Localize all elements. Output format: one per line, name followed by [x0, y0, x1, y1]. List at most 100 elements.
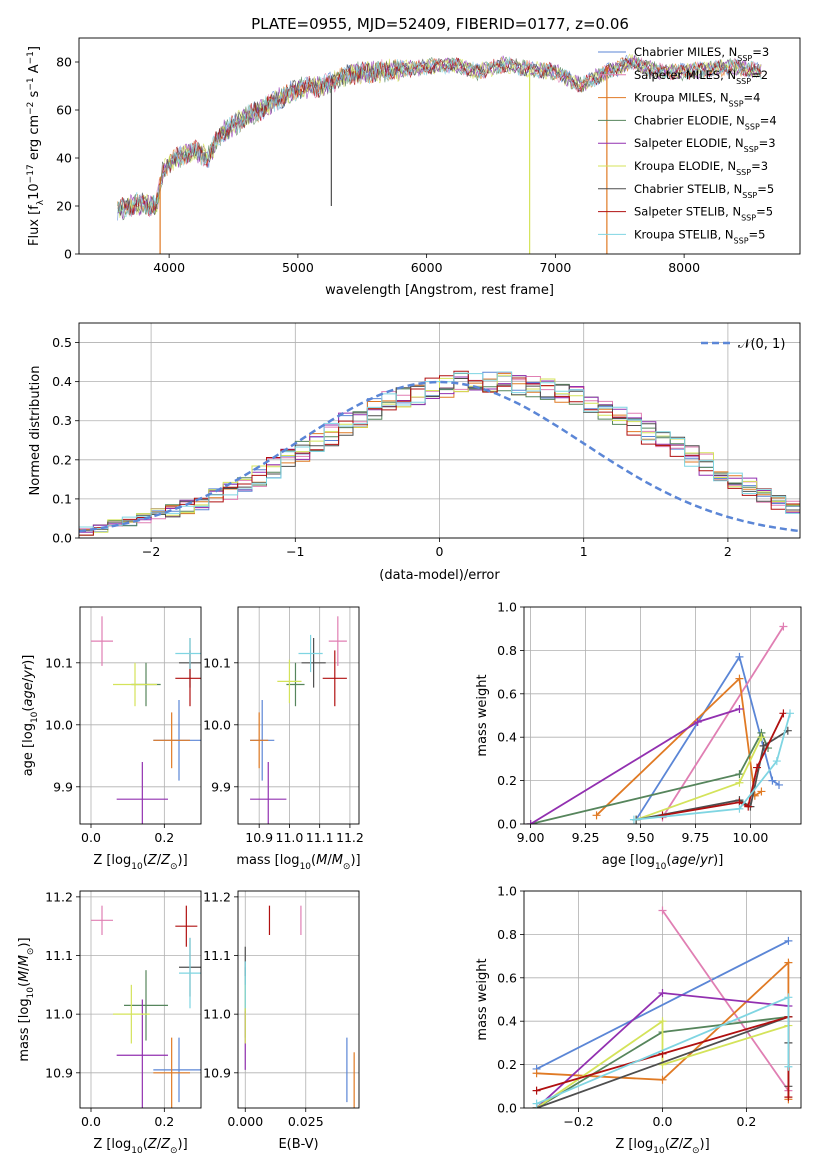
label-part: ⊙ [170, 1146, 178, 1156]
label-part: )] [17, 937, 32, 947]
legend-sub: SSP [729, 99, 744, 108]
series-marker [768, 776, 777, 785]
plot-area [250, 616, 347, 824]
legend-text: Kroupa STELIB, N [634, 227, 734, 241]
axes-frame [78, 37, 801, 255]
plot-area [91, 616, 201, 824]
y-tick-label: 10.0 [45, 717, 73, 732]
x-tick-label: 11.1 [306, 830, 334, 845]
series-marker [735, 804, 744, 813]
grid [80, 607, 201, 824]
axes-frame [523, 606, 802, 825]
age-vs-z-plot: 0.0 0.29.910.010.1Z [log10(Z/Z⊙)]age [log… [21, 606, 202, 872]
legend-label: Salpeter ELODIE, NSSP=3 [634, 136, 776, 154]
series-kroupa-stelib [532, 993, 793, 1108]
legend-text: Chabrier MILES, N [634, 45, 737, 59]
x-tick-label: 7000 [539, 260, 571, 275]
legend-label: Salpeter MILES, NSSP=2 [634, 68, 768, 86]
y-tick-label: 0.0 [497, 817, 517, 832]
legend-suffix: =2 [751, 68, 768, 82]
label-part: ( [666, 853, 671, 868]
label-part: λ [36, 199, 46, 205]
y-tick-label: 10.9 [45, 1065, 73, 1080]
label-part: ] [27, 46, 42, 51]
figure-title: PLATE=0955, MJD=52409, FIBERID=0177, z=0… [251, 15, 629, 33]
axes-frame [237, 606, 360, 825]
axes-frame [237, 890, 360, 1109]
label-part: )] [178, 853, 188, 868]
mass-weight-vs-Z-y-label: mass weight [475, 958, 490, 1040]
y-tick-label: 10.0 [203, 717, 231, 732]
x-tick-label: 9.50 [627, 830, 655, 845]
series-line [536, 940, 789, 1070]
legend-label: 𝒩(0, 1) [738, 337, 785, 352]
label-part: )] [700, 1137, 710, 1152]
x-tick-label: 0.2 [154, 1114, 174, 1129]
legend-sub: SSP [737, 54, 752, 63]
errorbar-salpeter-miles [91, 905, 113, 935]
series-marker [658, 1075, 667, 1084]
series-marker [693, 718, 702, 727]
series-marker [735, 778, 744, 787]
legend-label: Kroupa MILES, NSSP=4 [634, 91, 760, 109]
label-part: )] [21, 655, 36, 665]
plot-area [117, 53, 762, 254]
grid [524, 606, 801, 825]
series-marker [658, 1017, 667, 1026]
label-part: M [17, 971, 32, 982]
errorbar-chabrier-stelib [301, 638, 326, 688]
y-tick-label: 0.5 [52, 335, 72, 350]
spectrum-plot: 4000 5000 6000 7000 8000 0 20 40 60 80 wavelength … [26, 37, 801, 298]
legend-suffix: =4 [760, 113, 777, 127]
label-part: age [671, 853, 695, 868]
series-marker [779, 622, 788, 631]
mass-vs-z-plot: 0.0 0.210.911.011.111.2Z [log10(Z/Z⊙)]mas… [17, 889, 202, 1156]
spectrum-salpeter-elodie [117, 55, 762, 220]
label-part: A [27, 64, 42, 77]
axes-frame [79, 890, 202, 1109]
legend-sub: SSP [741, 213, 756, 222]
residual-histogram-plot: −2 −1 0 1 2 0.0 0.1 0.2 0.3 0.4 0.5 𝒩(0, 1) (data-mo… [28, 322, 801, 583]
legend-label: Chabrier MILES, NSSP=3 [634, 45, 769, 63]
legend-sub: SSP [734, 236, 749, 245]
label-part: yr [21, 663, 36, 679]
label-part: M [17, 955, 32, 966]
plot-area [532, 906, 793, 1108]
label-part: ( [21, 707, 36, 712]
label-part: Z [160, 1137, 171, 1152]
errorbar-kroupa-stelib [179, 937, 201, 1009]
spectrum-kroupa-stelib [117, 56, 762, 218]
label-part: 10 [653, 1146, 665, 1156]
x-tick-label: 11.0 [276, 830, 304, 845]
series-marker [658, 811, 667, 820]
y-tick-label: 0.8 [497, 927, 517, 942]
age-vs-Z-x-label: Z [log10(Z/Z⊙)] [93, 853, 187, 872]
label-part: 10 [300, 862, 312, 872]
grid [238, 891, 359, 1108]
x-tick-label: 4000 [153, 260, 185, 275]
errorbar-salpeter-stelib [322, 650, 347, 707]
x-tick-label: 11.2 [336, 830, 364, 845]
series-salpeter-stelib [658, 709, 788, 820]
x-tick-label: 0.0 [653, 1114, 673, 1129]
y-tick-label: 1.0 [497, 600, 517, 615]
errorbar-salpeter-miles [91, 616, 113, 666]
legend-text: Kroupa MILES, N [634, 91, 729, 105]
y-tick-label: 11.1 [203, 948, 231, 963]
label-part: ⊙ [26, 948, 36, 956]
label-part: 10 [655, 862, 667, 872]
label-part: / [21, 677, 36, 682]
series-marker [753, 763, 762, 772]
label-part: )] [350, 853, 360, 868]
legend-label: Chabrier STELIB, NSSP=5 [634, 182, 774, 200]
spectrum-x-label: wavelength [Angstrom, rest frame] [325, 283, 554, 298]
series-kroupa-stelib [629, 709, 795, 824]
series-marker [532, 1086, 541, 1095]
series-marker [775, 780, 784, 789]
series-marker [757, 787, 766, 796]
mass-weight-vs-Z-x-label: Z [log10(Z/Z⊙)] [615, 1137, 709, 1156]
x-tick-label: 10.9 [245, 830, 273, 845]
mass-vs-ebv-plot: 0.000 0.025 10.9 11.0 11.1 11.2 E(B-V) [203, 889, 360, 1152]
y-tick-label: 0.2 [497, 773, 517, 788]
errorbar-kroupa-miles [250, 712, 269, 769]
